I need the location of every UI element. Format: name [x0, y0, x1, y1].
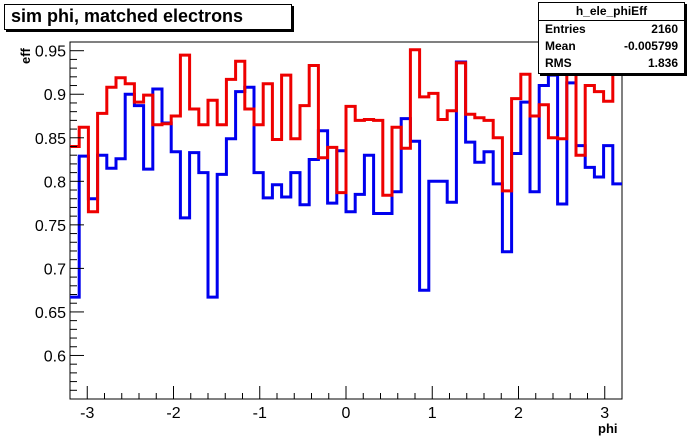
x-tick-label: 1	[428, 405, 437, 422]
y-tick-label: 0.9	[44, 87, 66, 104]
y-axis-label: eff	[18, 48, 33, 64]
stats-mean-row: Mean -0.005799	[545, 38, 678, 55]
x-tick-label: 0	[342, 405, 351, 422]
series-line-2	[70, 48, 622, 214]
y-tick-label: 0.6	[44, 348, 66, 365]
y-tick-label: 0.65	[35, 305, 66, 322]
series-layer	[70, 48, 622, 299]
stats-rms-row: RMS 1.836	[545, 55, 678, 72]
stats-entries-label: Entries	[545, 22, 586, 36]
stats-mean-value: -0.005799	[623, 39, 678, 53]
stats-box: h_ele_phiEff Entries 2160 Mean -0.005799…	[538, 2, 685, 74]
x-tick-label: -3	[80, 405, 94, 422]
chart-title: sim phi, matched electrons	[11, 6, 244, 26]
y-tick-label: 0.95	[35, 44, 66, 61]
stats-rms-label: RMS	[545, 56, 572, 70]
x-tick-label: 2	[514, 405, 523, 422]
x-tick-label: -2	[166, 405, 180, 422]
x-axis-label: phi	[598, 421, 618, 436]
x-tick-label: -1	[253, 405, 267, 422]
y-tick-label: 0.85	[35, 131, 66, 148]
axis-ticks: 0.6 0.65 0.7 0.75 0.8 0.85 0.9 0.95 -3 -2 -1 0 1 2 3	[35, 44, 623, 422]
y-tick-label: 0.8	[44, 174, 66, 191]
stats-mean-label: Mean	[545, 39, 576, 53]
y-tick-label: 0.75	[35, 218, 66, 235]
stats-entries-row: Entries 2160	[545, 21, 678, 38]
y-tick-label: 0.7	[44, 261, 66, 278]
series-line-1	[70, 60, 622, 299]
x-tick-label: 3	[600, 405, 609, 422]
stats-entries-value: 2160	[651, 22, 678, 36]
chart-title-box: sim phi, matched electrons	[4, 4, 292, 30]
stats-rms-value: 1.836	[647, 56, 678, 70]
stats-histogram-name: h_ele_phiEff	[539, 3, 684, 21]
